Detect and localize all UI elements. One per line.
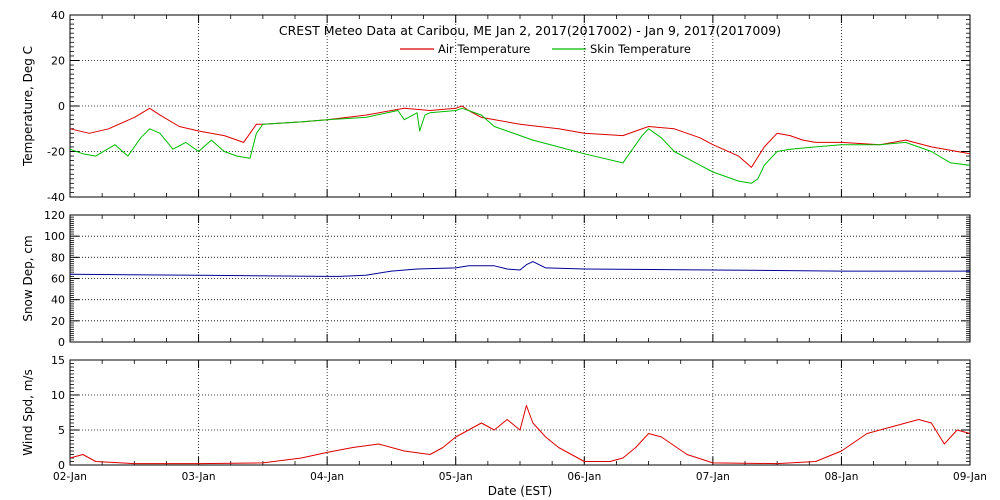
y-tick-label: 20	[51, 315, 65, 328]
y-tick-label: 10	[51, 389, 65, 402]
y-tick-label: 5	[58, 424, 65, 437]
y-tick-label: -20	[47, 146, 65, 159]
y-tick-label: 80	[51, 251, 65, 264]
x-tick-label: 08-Jan	[824, 471, 858, 483]
y-tick-label: 40	[51, 9, 65, 22]
x-tick-label: 05-Jan	[439, 471, 473, 483]
x-tick-label: 02-Jan	[53, 471, 87, 483]
y-tick-label: 0	[58, 100, 65, 113]
legend-skin-label: Skin Temperature	[590, 42, 691, 56]
legend: Air Temperature Skin Temperature	[400, 42, 691, 56]
x-tick-label: 09-Jan	[953, 471, 987, 483]
series-line-air-temperature	[69, 105, 971, 168]
x-axis-label: Date (EST)	[488, 484, 552, 498]
y-axis-label: Wind Spd, m/s	[21, 369, 35, 455]
panel-0: -40 -20 0 20 40 Temperature, Deg C	[21, 9, 971, 204]
series-line-panel2-0	[69, 405, 971, 465]
panel-frame	[69, 359, 971, 466]
y-tick-label: 0	[58, 336, 65, 349]
series-line-panel1-0	[69, 261, 970, 277]
y-tick-label: 100	[44, 230, 65, 243]
chart-title: CREST Meteo Data at Caribou, ME Jan 2, 2…	[279, 23, 781, 38]
x-tick-label: 06-Jan	[567, 471, 601, 483]
y-axis-label: Temperature, Deg C	[21, 46, 35, 167]
y-tick-label: 20	[51, 55, 65, 68]
panel-1: 0 20 40 60 80 100 120 Snow Dep, cm	[21, 209, 971, 349]
x-tick-label: 07-Jan	[696, 471, 730, 483]
x-tick-label: 04-Jan	[310, 471, 344, 483]
y-tick-label: 40	[51, 294, 65, 307]
y-tick-label: -40	[47, 191, 65, 204]
y-tick-label: 15	[51, 354, 65, 367]
x-tick-label: 03-Jan	[182, 471, 216, 483]
y-tick-label: 120	[44, 209, 65, 222]
y-tick-label: 0	[58, 459, 65, 472]
x-axis: 02-Jan 03-Jan 04-Jan 05-Jan 06-Jan 07-Jan 08-J…	[53, 471, 987, 483]
series-line-skin-temperature	[69, 107, 971, 184]
panel-2: 0 5 10 15 Wind Spd, m/s	[21, 354, 971, 472]
legend-air-label: Air Temperature	[438, 42, 530, 56]
y-tick-label: 60	[51, 273, 65, 286]
y-axis-label: Snow Dep, cm	[21, 235, 35, 321]
panels: -40 -20 0 20 40 Temperature, Deg C 0 20 40 60 80 10…	[21, 9, 971, 472]
